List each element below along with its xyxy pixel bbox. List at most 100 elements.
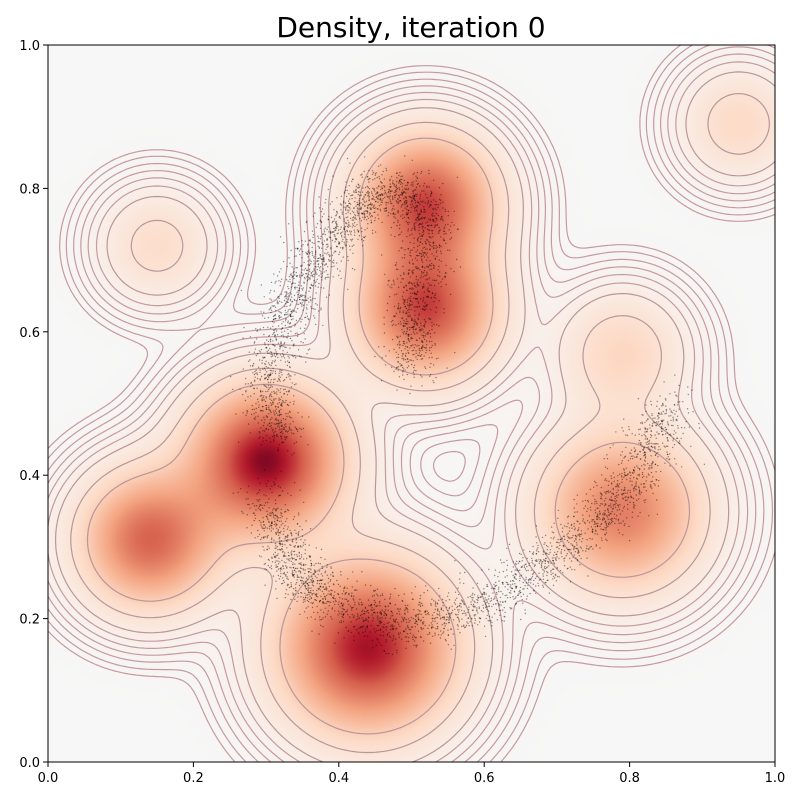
sample-point — [421, 621, 424, 624]
sample-point — [408, 333, 410, 336]
sample-point — [429, 375, 431, 377]
sample-point — [479, 617, 481, 619]
sample-point — [298, 281, 300, 283]
sample-point — [334, 235, 336, 238]
sample-point — [306, 253, 308, 255]
sample-point — [260, 391, 262, 393]
sample-point — [395, 186, 398, 188]
sample-point — [274, 349, 276, 351]
sample-point — [335, 227, 338, 230]
sample-point — [583, 521, 586, 523]
sample-point — [544, 559, 546, 561]
sample-point — [638, 473, 641, 476]
sample-point — [418, 223, 421, 226]
sample-point — [540, 566, 543, 569]
sample-point — [373, 207, 375, 210]
sample-point — [341, 605, 344, 607]
sample-point — [489, 620, 491, 622]
sample-point — [362, 198, 364, 201]
sample-point — [678, 442, 680, 444]
sample-point — [448, 606, 451, 609]
sample-point — [417, 318, 420, 321]
sample-point — [272, 315, 275, 318]
sample-point — [640, 491, 643, 494]
sample-point — [333, 231, 335, 233]
sample-point — [298, 296, 300, 298]
sample-point — [304, 240, 307, 242]
sample-point — [673, 443, 676, 446]
sample-point — [411, 303, 413, 306]
sample-point — [626, 474, 628, 476]
sample-point — [303, 569, 305, 571]
sample-point — [392, 213, 394, 215]
sample-point — [275, 405, 277, 408]
sample-point — [291, 535, 293, 537]
sample-point — [390, 190, 392, 193]
sample-point — [409, 300, 412, 302]
sample-point — [541, 536, 544, 539]
sample-point — [332, 575, 334, 577]
sample-point — [281, 374, 283, 376]
sample-point — [411, 598, 414, 600]
sample-point — [366, 192, 368, 194]
sample-point — [497, 603, 500, 605]
sample-point — [307, 594, 309, 596]
sample-point — [605, 525, 608, 527]
sample-point — [311, 250, 313, 253]
sample-point — [415, 286, 417, 288]
sample-point — [312, 582, 314, 584]
sample-point — [519, 591, 521, 594]
sample-point — [436, 324, 438, 326]
sample-point — [258, 404, 260, 406]
sample-point — [404, 204, 406, 206]
sample-point — [381, 193, 383, 195]
sample-point — [623, 457, 625, 459]
sample-point — [340, 621, 343, 624]
sample-point — [291, 570, 293, 572]
sample-point — [650, 436, 652, 439]
sample-point — [282, 533, 284, 535]
sample-point — [294, 310, 296, 312]
sample-point — [550, 571, 552, 573]
sample-point — [477, 597, 480, 599]
sample-point — [288, 391, 290, 393]
sample-point — [340, 277, 342, 280]
sample-point — [402, 374, 404, 376]
sample-point — [623, 505, 626, 508]
sample-point — [253, 362, 255, 365]
sample-point — [294, 374, 296, 376]
sample-point — [404, 254, 406, 256]
sample-point — [276, 519, 278, 522]
sample-point — [298, 287, 301, 289]
sample-point — [401, 317, 404, 319]
sample-point — [399, 200, 402, 202]
sample-point — [595, 545, 597, 547]
sample-point — [299, 427, 301, 430]
sample-point — [258, 505, 261, 508]
sample-point — [362, 203, 364, 205]
sample-point — [375, 172, 377, 174]
sample-point — [415, 209, 417, 211]
sample-point — [376, 197, 379, 200]
sample-point — [335, 221, 337, 223]
sample-point — [549, 551, 551, 554]
sample-point — [353, 229, 355, 231]
sample-point — [419, 610, 421, 612]
sample-point — [296, 267, 298, 269]
sample-point — [302, 568, 304, 570]
sample-point — [346, 216, 349, 218]
sample-point — [288, 275, 291, 278]
sample-point — [273, 507, 275, 509]
sample-point — [349, 616, 351, 618]
sample-point — [270, 306, 272, 309]
sample-point — [431, 214, 433, 216]
sample-point — [320, 583, 323, 585]
sample-point — [577, 550, 580, 552]
sample-point — [423, 206, 425, 208]
sample-point — [292, 574, 294, 576]
sample-point — [576, 503, 578, 505]
sample-point — [326, 564, 329, 566]
sample-point — [625, 467, 627, 469]
sample-point — [306, 276, 308, 278]
sample-point — [410, 616, 412, 619]
